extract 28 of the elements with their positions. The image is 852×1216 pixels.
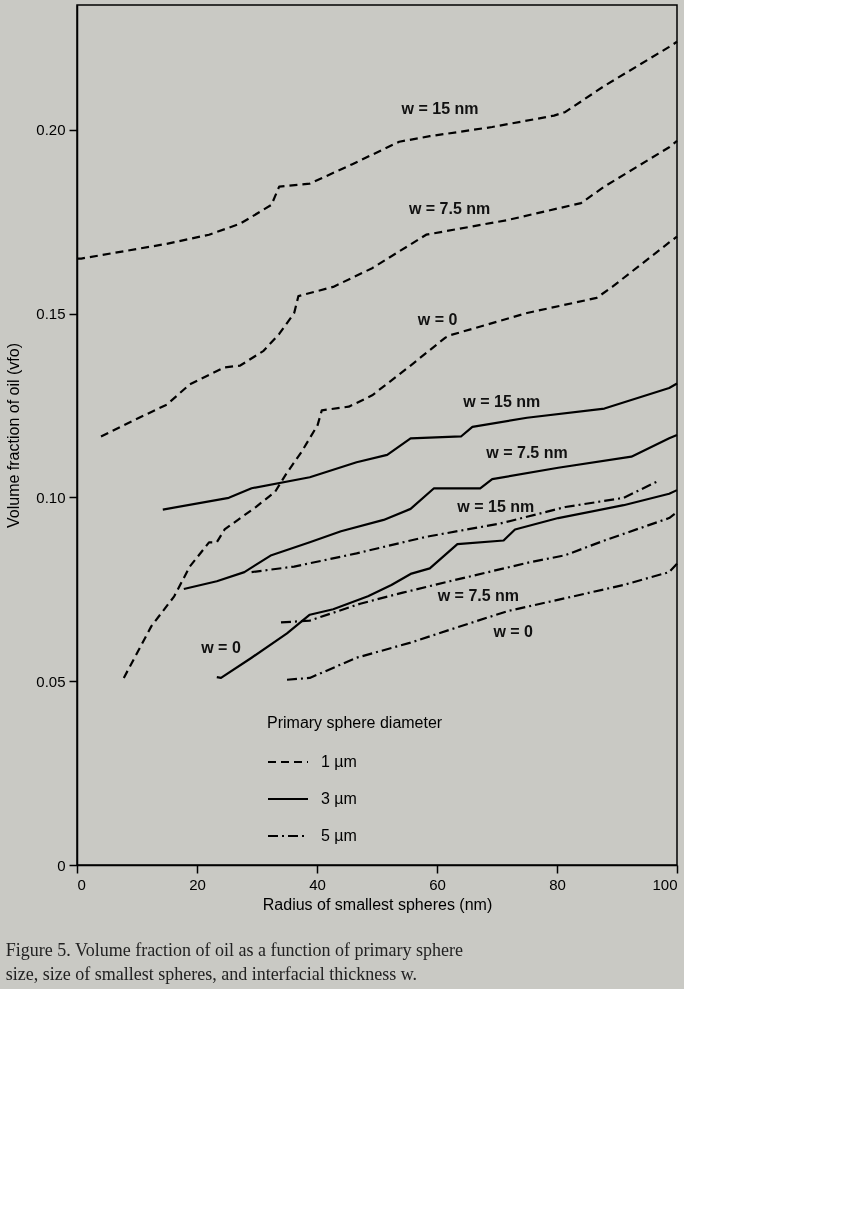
x-tick-label: 60 bbox=[429, 875, 446, 893]
y-tick-label: 0 bbox=[57, 856, 66, 874]
legend-label: 3 µm bbox=[321, 790, 357, 807]
x-tick-label: 20 bbox=[189, 875, 206, 893]
annotation: w = 0 bbox=[492, 622, 534, 640]
annotation: w = 0 bbox=[200, 638, 241, 656]
x-tick-label: 0 bbox=[77, 875, 86, 893]
y-tick-label: 0.10 bbox=[36, 488, 66, 506]
line-series bbox=[250, 479, 660, 574]
annotation: w = 15 nm bbox=[462, 393, 541, 411]
annotation: w = 7.5 nm bbox=[485, 444, 568, 462]
legend-title: Primary sphere diameter bbox=[267, 714, 443, 731]
annotation: w = 0 bbox=[416, 310, 458, 328]
annotation: w = 7.5 nm bbox=[436, 587, 520, 605]
x-tick-label: 80 bbox=[549, 875, 566, 893]
x-axis-title: Radius of smallest spheres (nm) bbox=[262, 895, 493, 913]
annotation: w = 15 nm bbox=[456, 497, 535, 515]
annotation: w = 7.5 nm bbox=[407, 199, 491, 217]
x-tick-label: 40 bbox=[309, 875, 326, 893]
legend-label: 5 µm bbox=[321, 827, 357, 844]
annotation: w = 15 nm bbox=[400, 100, 479, 118]
y-axis-title: Volume fraction of oil (vfo) bbox=[5, 343, 23, 528]
y-tick-label: 0.05 bbox=[36, 672, 66, 690]
y-tick-label: 0.15 bbox=[36, 305, 66, 323]
y-tick-label: 0.20 bbox=[36, 121, 66, 139]
x-tick-label: 100 bbox=[652, 875, 678, 893]
legend-label: 1 µm bbox=[321, 753, 357, 770]
caption: Figure 5. Volume fraction of oil as a function of primary sphere size, size of smallest spheres, and interfacial thickness w. bbox=[5, 940, 464, 984]
